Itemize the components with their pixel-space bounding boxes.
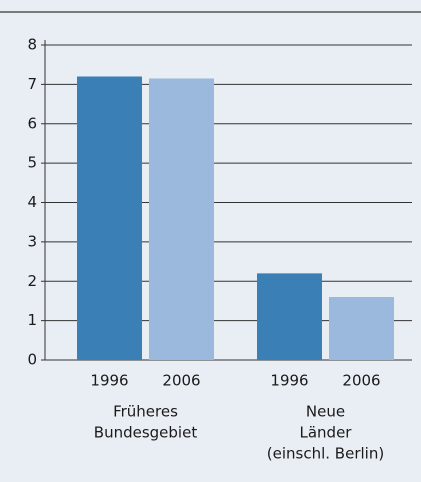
- y-tick-label: 4: [27, 193, 37, 211]
- bar: [257, 273, 322, 360]
- category-label: Neue: [306, 403, 345, 421]
- category-label: (einschl. Berlin): [267, 445, 384, 463]
- y-tick-label: 0: [27, 351, 37, 369]
- category-label: Länder: [300, 424, 353, 442]
- category-label: Früheres: [113, 403, 178, 421]
- x-tick-label: 2006: [342, 372, 380, 390]
- y-tick-label: 3: [27, 232, 37, 250]
- bar: [329, 297, 394, 360]
- y-tick-label: 5: [27, 154, 37, 172]
- category-label: Bundesgebiet: [94, 424, 198, 442]
- bar: [149, 78, 214, 360]
- x-tick-label: 1996: [270, 372, 308, 390]
- y-tick-label: 6: [27, 114, 37, 132]
- y-tick-label: 8: [27, 36, 37, 54]
- y-tick-label: 1: [27, 311, 37, 329]
- y-tick-label: 7: [27, 75, 37, 93]
- x-tick-label: 1996: [90, 372, 128, 390]
- bar: [77, 76, 142, 360]
- x-tick-label: 2006: [162, 372, 200, 390]
- y-tick-label: 2: [27, 272, 37, 290]
